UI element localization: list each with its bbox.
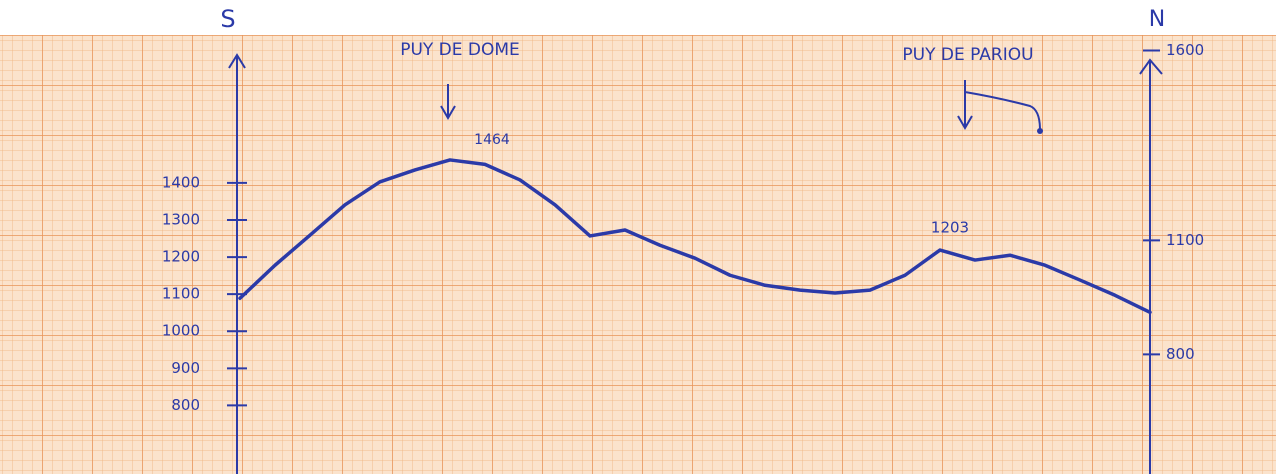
y2-tick-label: 800	[1166, 345, 1195, 363]
y-tick-label: 1300	[162, 211, 200, 229]
y-tick-label: 900	[171, 359, 200, 377]
annotation: PUY DE DOME	[400, 40, 520, 60]
north-label: N	[1149, 7, 1165, 32]
y-tick-label: 1400	[162, 173, 200, 191]
y-tick-label: 1200	[162, 248, 200, 266]
annotation: PUY DE PARIOU	[902, 45, 1033, 65]
y2-tick-label: 1100	[1166, 231, 1204, 249]
annotation: 1203	[931, 219, 969, 237]
y-tick-label: 800	[171, 396, 200, 414]
y2-tick-label: 1600	[1166, 41, 1204, 59]
y-tick-label: 1000	[162, 322, 200, 340]
south-label: S	[220, 5, 235, 33]
y-tick-label: 1100	[162, 285, 200, 303]
annotation: 1464	[474, 132, 510, 148]
pariou-dot	[1037, 128, 1043, 134]
chart: S N PUY DE DOME PUY DE PARIOU 1464 1203 …	[0, 0, 1276, 474]
